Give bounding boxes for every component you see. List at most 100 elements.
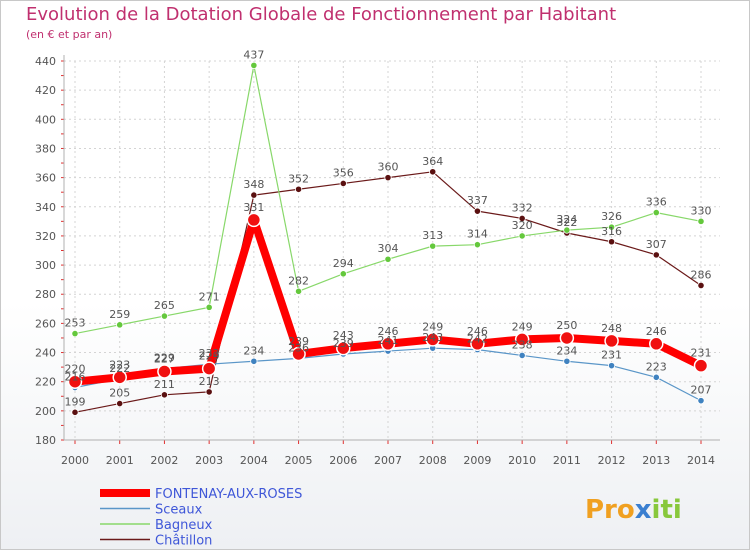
data-label-sceaux: 234 xyxy=(243,344,264,357)
x-tick-label: 2013 xyxy=(642,454,670,467)
data-point-fontenay-aux-roses xyxy=(470,336,485,352)
legend-label-sceaux: Sceaux xyxy=(155,503,203,518)
chart-subtitle: (en € et par an) xyxy=(26,28,113,41)
data-label-fontenay-aux-roses: 220 xyxy=(65,363,86,376)
data-label-bagneux: 336 xyxy=(646,196,667,209)
data-label-fontenay-aux-roses: 243 xyxy=(333,329,354,342)
x-tick-label: 2010 xyxy=(508,454,536,467)
data-point-fontenay-aux-roses xyxy=(604,333,619,349)
data-label-ch-tillon: 332 xyxy=(512,201,533,214)
data-point-ch-tillon xyxy=(473,207,482,215)
data-point-bagneux xyxy=(205,303,213,311)
y-tick-label: 400 xyxy=(35,113,56,126)
data-label-bagneux: 294 xyxy=(333,257,354,270)
data-point-bagneux xyxy=(518,232,526,240)
data-point-bagneux xyxy=(697,217,705,225)
data-point-sceaux xyxy=(697,397,705,405)
data-point-fontenay-aux-roses xyxy=(693,358,709,373)
y-tick-label: 340 xyxy=(35,201,56,214)
data-point-ch-tillon xyxy=(518,214,526,223)
data-label-sceaux: 243 xyxy=(422,331,443,344)
y-tick-label: 320 xyxy=(35,230,56,243)
y-tick-label: 220 xyxy=(35,376,56,389)
data-label-ch-tillon: 307 xyxy=(646,238,667,251)
data-point-fontenay-aux-roses xyxy=(336,340,351,356)
data-label-fontenay-aux-roses: 250 xyxy=(556,319,577,332)
data-label-fontenay-aux-roses: 229 xyxy=(199,350,220,363)
series-line-bagneux xyxy=(74,64,702,335)
data-label-ch-tillon: 360 xyxy=(378,161,399,174)
data-label-ch-tillon: 348 xyxy=(243,178,264,191)
data-label-sceaux: 222 xyxy=(109,362,130,375)
data-label-sceaux: 223 xyxy=(646,360,667,373)
data-label-bagneux: 320 xyxy=(512,219,533,232)
data-label-ch-tillon: 199 xyxy=(65,395,86,408)
data-point-sceaux xyxy=(563,357,571,365)
data-labels: 199 205 211 213 348 352 356 360 364 337 332 322 316 3… xyxy=(65,48,712,408)
data-label-bagneux: 324 xyxy=(556,213,577,226)
data-label-bagneux: 326 xyxy=(601,210,622,223)
data-label-sceaux: 238 xyxy=(512,338,533,351)
y-tick-label: 260 xyxy=(35,317,56,330)
x-tick-label: 2004 xyxy=(240,454,268,467)
y-tick-label: 420 xyxy=(35,84,56,97)
y-tick-label: 380 xyxy=(35,142,56,155)
data-label-ch-tillon: 337 xyxy=(467,194,488,207)
data-label-bagneux: 330 xyxy=(691,204,712,217)
data-point-fontenay-aux-roses xyxy=(380,336,396,352)
data-label-fontenay-aux-roses: 246 xyxy=(378,325,399,338)
y-tick-label: 300 xyxy=(35,259,56,272)
y-tick-label: 280 xyxy=(35,288,56,301)
data-label-ch-tillon: 352 xyxy=(288,172,309,185)
data-label-bagneux: 253 xyxy=(65,317,86,330)
data-point-bagneux xyxy=(116,321,124,329)
x-tick-label: 2001 xyxy=(106,454,134,467)
data-point-fontenay-aux-roses xyxy=(67,374,83,389)
x-tick-label: 2011 xyxy=(553,454,581,467)
data-point-ch-tillon xyxy=(160,391,169,399)
y-tick-label: 180 xyxy=(35,434,56,447)
data-label-fontenay-aux-roses: 246 xyxy=(646,325,667,338)
data-label-ch-tillon: 316 xyxy=(601,225,622,238)
data-point-fontenay-aux-roses xyxy=(514,332,530,347)
data-point-ch-tillon xyxy=(294,185,303,193)
y-tick-label: 240 xyxy=(35,347,56,360)
data-point-bagneux xyxy=(294,287,303,295)
data-point-bagneux xyxy=(71,329,79,338)
series-lines xyxy=(67,61,709,416)
data-label-sceaux: 241 xyxy=(378,334,399,347)
data-label-sceaux: 216 xyxy=(65,371,86,384)
data-label-ch-tillon: 213 xyxy=(199,375,220,388)
data-point-bagneux xyxy=(563,226,571,234)
data-point-ch-tillon xyxy=(697,281,705,290)
data-label-bagneux: 437 xyxy=(243,48,264,61)
data-point-ch-tillon xyxy=(384,174,392,182)
x-tick-label: 2003 xyxy=(195,454,223,467)
data-point-bagneux xyxy=(339,270,347,278)
data-point-ch-tillon xyxy=(607,238,616,246)
data-label-fontenay-aux-roses: 223 xyxy=(109,358,130,371)
data-point-bagneux xyxy=(652,209,660,217)
logo-text-pro: Pro xyxy=(585,495,635,525)
data-point-sceaux xyxy=(518,351,526,360)
data-label-sceaux: 207 xyxy=(691,384,712,397)
data-label-sceaux: 242 xyxy=(467,333,488,346)
data-point-ch-tillon xyxy=(71,408,79,416)
data-point-sceaux xyxy=(250,357,258,365)
data-label-fontenay-aux-roses: 246 xyxy=(467,325,488,338)
data-label-ch-tillon: 364 xyxy=(422,155,443,168)
data-label-fontenay-aux-roses: 239 xyxy=(288,335,309,348)
logo-text-iti: iti xyxy=(652,495,682,525)
data-label-fontenay-aux-roses: 231 xyxy=(691,347,712,360)
data-label-fontenay-aux-roses: 249 xyxy=(422,320,443,333)
data-label-sceaux: 239 xyxy=(333,337,354,350)
data-point-fontenay-aux-roses xyxy=(157,364,172,379)
data-point-fontenay-aux-roses xyxy=(291,346,306,362)
data-label-fontenay-aux-roses: 248 xyxy=(601,322,622,335)
data-point-ch-tillon xyxy=(205,388,213,396)
x-tick-label: 2006 xyxy=(329,454,357,467)
data-point-bagneux xyxy=(250,61,258,69)
legend-label-fontenay-aux-roses: FONTENAY-AUX-ROSES xyxy=(155,487,302,502)
data-label-ch-tillon: 205 xyxy=(109,387,130,400)
